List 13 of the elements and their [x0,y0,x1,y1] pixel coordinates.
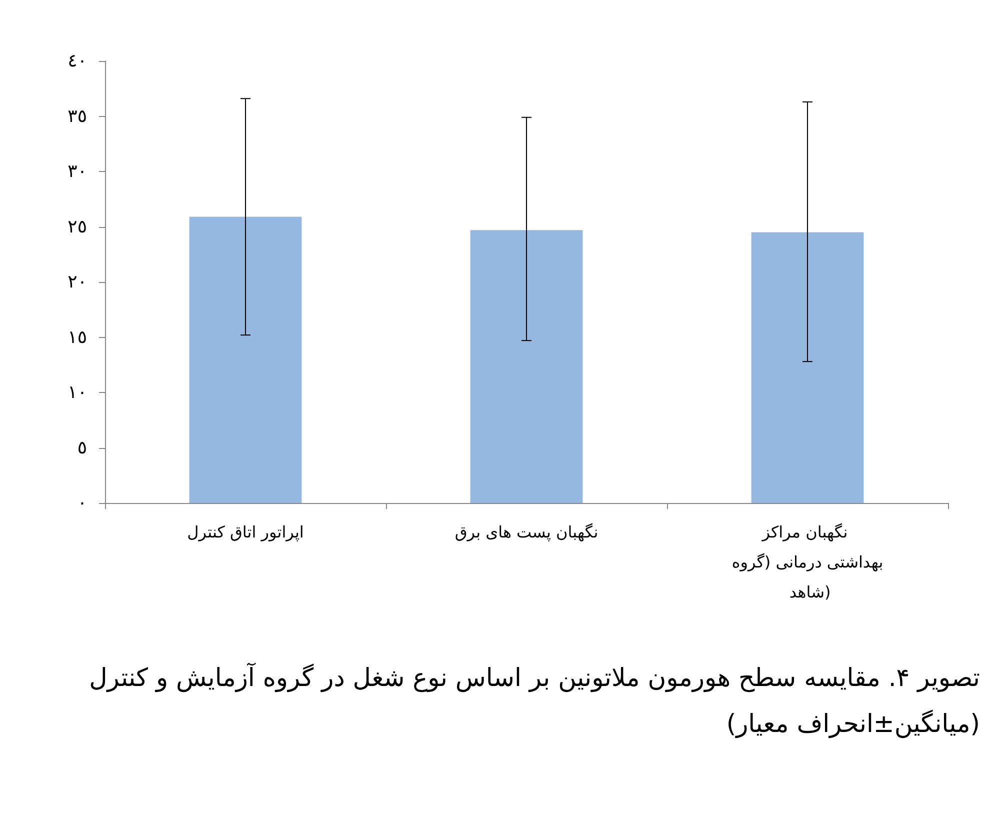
x-tick-label: نگهبان مراکز بهداشتی درمانی (گروه شاهد) [732,522,884,602]
y-tick-label: ٠ [77,492,87,514]
y-tick-label: ٢٥ [68,216,87,238]
text: تصویر ۴. مقایسه سطح هورمون ملاتونین بر اساس نوع شغل در گروه آزمایش و کنترل (میانگین±انحراف معیار) [88,662,980,740]
y-tick-label: ١٠ [68,382,87,403]
y-tick-label: ٤٠ [68,50,87,72]
y-tick-label: ٣٥ [68,106,87,127]
x-tick-label: اپراتور اتاق کنترل [187,522,304,542]
y-tick-label: ٣٠ [68,161,87,182]
y-tick-label: ١٥ [68,326,87,348]
y-tick-label: ٢٠ [68,272,87,292]
y-tick-label: ٥ [77,437,87,458]
x-tick-label: نگهبان پست های برق [454,522,598,542]
